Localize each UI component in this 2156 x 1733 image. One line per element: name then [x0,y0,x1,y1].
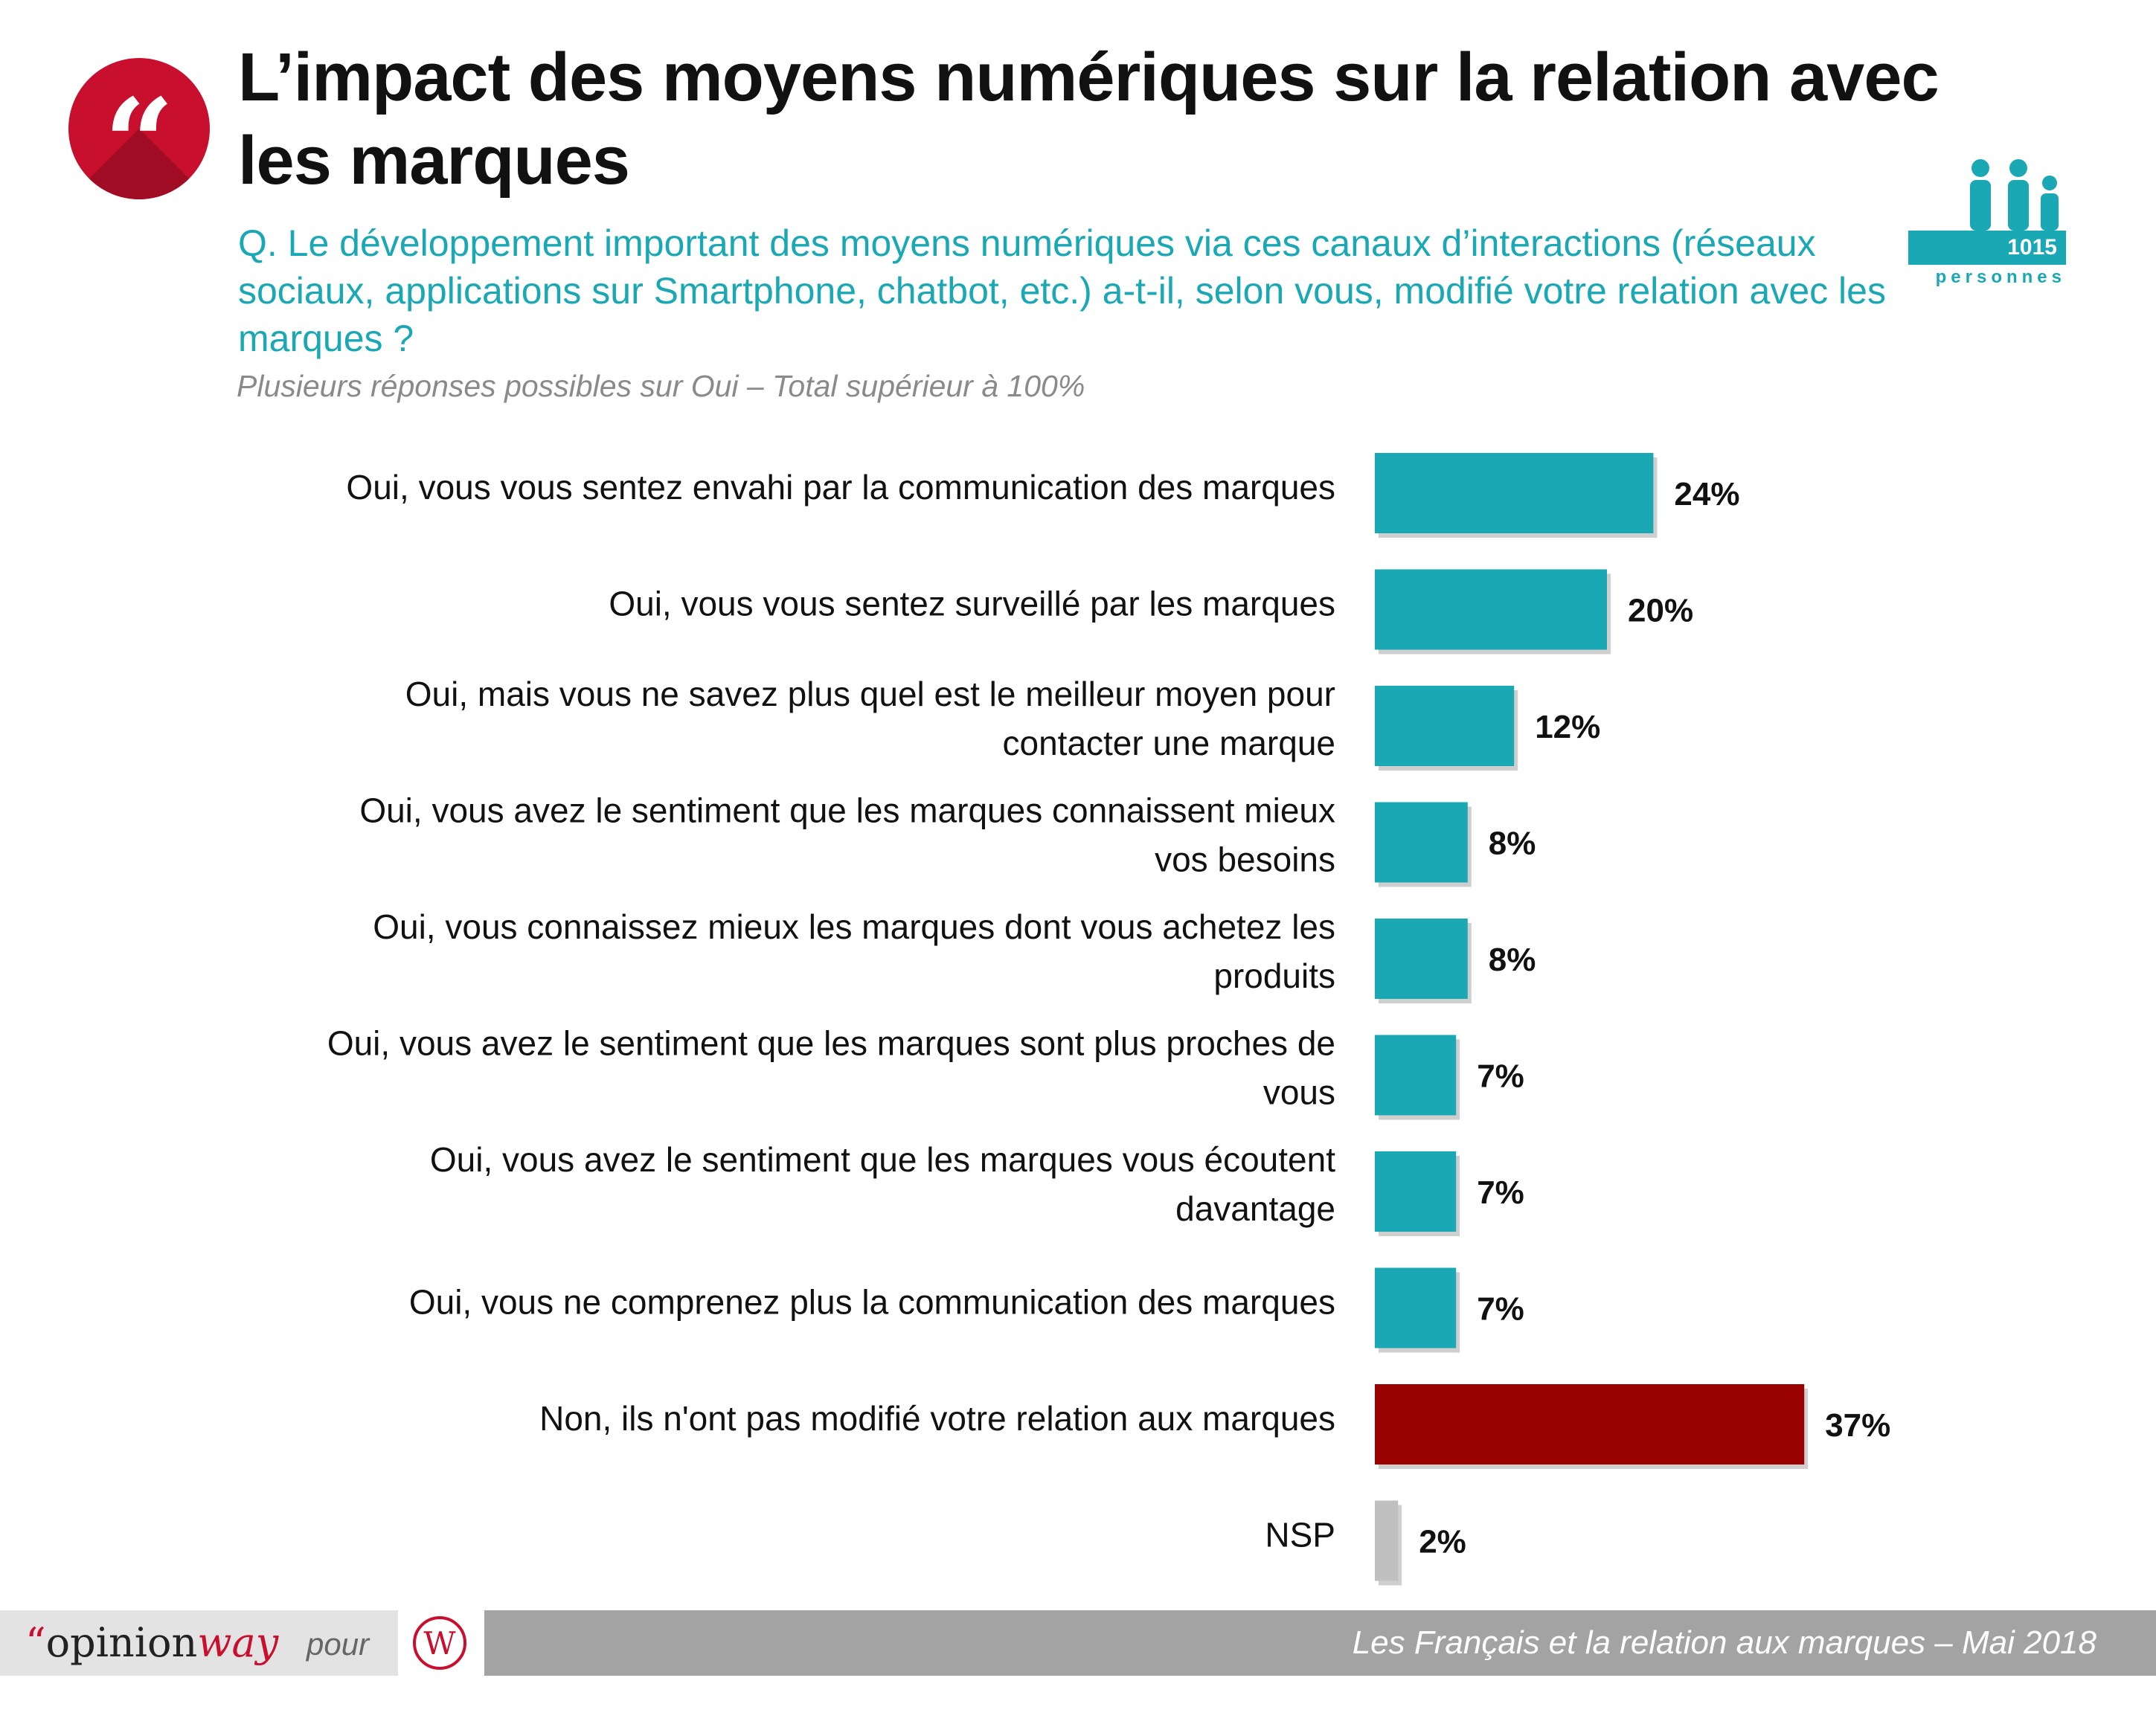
category-label-1: Oui, vous vous sentez surveillé par les … [609,585,1335,623]
footer-pour: pour [307,1627,370,1662]
value-label-7: 7% [1477,1291,1524,1328]
client-logo-box: W [400,1610,483,1676]
bar-6 [1375,1151,1457,1232]
sample-panel: 1015 personnes [1908,156,2066,287]
value-label-4: 8% [1489,942,1536,978]
value-label-9: 2% [1419,1524,1466,1560]
category-label-4: Oui, vous connaissez mieux les marques d… [373,907,1335,995]
bar-3 [1375,802,1468,883]
bar-9 [1375,1500,1399,1581]
category-label-line: Oui, vous avez le sentiment que les marq… [327,1024,1335,1063]
value-label-8: 37% [1825,1407,1890,1444]
footer: “opinionway pour W Les Français et la re… [0,1610,2156,1676]
category-label-3: Oui, vous avez le sentiment que les marq… [359,791,1335,879]
bar-7 [1375,1267,1457,1348]
category-label-8: Non, ils n'ont pas modifié votre relatio… [539,1399,1335,1438]
bar-4 [1375,919,1468,999]
category-label-2: Oui, mais vous ne savez plus quel est le… [405,675,1335,762]
footer-brand-area: “opinionway pour [0,1610,398,1676]
category-label-0: Oui, vous vous sentez envahi par la comm… [346,468,1335,507]
category-label-line: Oui, vous avez le sentiment que les marq… [359,791,1335,830]
category-label-line: Oui, vous vous sentez envahi par la comm… [346,468,1335,507]
quote-icon: “ [103,71,175,199]
category-label-line: Oui, vous avez le sentiment que les marq… [430,1140,1335,1179]
quote-badge: “ [68,58,210,199]
category-label-line: contacter une marque [1003,724,1336,762]
question-text: Q. Le développement important des moyens… [238,222,1886,359]
category-label-5: Oui, vous avez le sentiment que les marq… [327,1024,1335,1112]
footer-caption: Les Français et la relation aux marques … [1352,1624,2096,1661]
category-label-line: Oui, vous vous sentez surveillé par les … [609,585,1335,623]
note-text: Plusieurs réponses possibles sur Oui – T… [237,369,1085,403]
category-label-line: Oui, vous ne comprenez plus la communica… [409,1283,1335,1322]
sample-unit: personnes [1935,267,2066,287]
category-label-7: Oui, vous ne comprenez plus la communica… [409,1283,1335,1322]
people-icon [1970,159,2059,231]
sample-count: 1015 [1908,231,2066,265]
client-logo-icon: W [413,1616,466,1670]
value-label-1: 20% [1628,593,1693,629]
bar-2 [1375,686,1515,766]
category-label-9: NSP [1265,1516,1335,1554]
footer-caption-area: Les Français et la relation aux marques … [484,1610,2156,1676]
category-label-line: vos besoins [1155,840,1335,879]
bar-5 [1375,1035,1457,1116]
category-label-line: produits [1213,956,1335,995]
opinionway-logo: “opinionway [25,1619,279,1666]
bar-8 [1375,1384,1805,1464]
bar-1 [1375,569,1607,650]
category-label-line: Oui, mais vous ne savez plus quel est le… [405,675,1335,713]
bar-0 [1375,453,1654,533]
value-label-0: 24% [1674,476,1739,512]
value-label-6: 7% [1477,1174,1524,1211]
category-label-line: Oui, vous connaissez mieux les marques d… [373,907,1335,946]
category-label-6: Oui, vous avez le sentiment que les marq… [430,1140,1335,1228]
value-label-2: 12% [1535,709,1600,745]
category-label-line: davantage [1175,1189,1335,1228]
svg-text:W: W [423,1625,456,1662]
page-title: L’impact des moyens numériques sur la re… [238,39,1940,199]
category-label-line: NSP [1265,1516,1335,1554]
category-label-line: Non, ils n'ont pas modifié votre relatio… [539,1399,1335,1438]
category-label-line: vous [1263,1073,1335,1112]
value-label-5: 7% [1477,1058,1524,1095]
value-label-3: 8% [1489,826,1536,862]
